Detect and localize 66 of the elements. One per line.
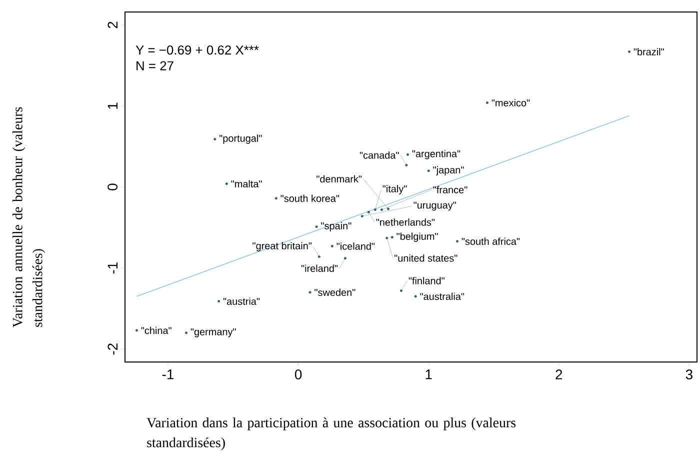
y-axis-title: Variation annuelle de bonheur (valeurs standardisées) [12,107,46,328]
y-tick-label: 1 [108,102,118,109]
x-tick-label: 2 [556,370,562,380]
series-label: "japan" [433,166,464,176]
point [386,208,390,210]
point [374,208,376,211]
series-label: "italy" [382,185,407,194]
point [318,255,320,258]
point [184,332,188,334]
series-label: "great britain" [252,242,312,252]
y-tick-label: 0 [108,184,118,190]
point [486,101,489,104]
point [218,300,220,303]
text: "france" [433,186,468,194]
series-label: "germany" [190,328,236,338]
x-tick-label: 0 [294,370,302,380]
y-tick-label: -2 [108,344,118,355]
series-label: "malta" [231,180,262,188]
series-label: "china" [141,326,172,334]
point [456,240,459,243]
point [400,289,403,292]
point [628,50,631,53]
series-label: "brazil" [634,48,664,56]
series-label: "canada" [360,151,399,159]
point [386,236,388,240]
series-label: "portugal" [220,134,262,144]
x-axis-title: Variation dans la participation à une association ou plus (valeurs standardisées) [146,418,516,450]
point [380,208,383,211]
y-tick-label: -1 [108,262,118,274]
series-label: "netherlands" [376,218,435,226]
point [427,170,430,172]
point [274,197,278,200]
series-label: "sweden" [314,288,356,296]
x-tick-label: 3 [686,370,692,380]
annotation: N = 27 [136,61,174,70]
point [405,164,408,166]
text: "uruguay" [414,202,456,211]
x-tick-label: -1 [162,370,174,380]
series-label: "spain" [321,222,352,232]
x-tick-label: 1 [426,370,432,380]
point [406,153,410,156]
series-label: "australia" [420,292,464,300]
point [360,214,364,218]
series-label: "south africa" [462,238,520,245]
point [308,291,312,294]
series-label: "united states" [394,254,458,262]
series-label: "south korea" [280,194,340,202]
point [315,225,318,228]
point [330,244,334,248]
series-label: "argentina" [412,150,460,160]
point [367,210,370,214]
point [225,182,228,186]
series-label: "belgium" [396,232,438,242]
text: "denmark" [316,175,362,183]
point [390,236,394,239]
series-label: "ireland" [301,264,338,272]
series-label: "austria" [223,298,260,305]
y-tick-label: 2 [108,22,118,28]
point [344,257,346,260]
point [135,329,138,332]
series-label: "mexico" [492,99,530,106]
series-label: "iceland" [336,242,375,250]
point [414,295,417,298]
annotation: Y = −0.69 + 0.62 X*** [136,45,259,55]
series-label: "finland" [408,277,444,284]
point [214,138,216,140]
